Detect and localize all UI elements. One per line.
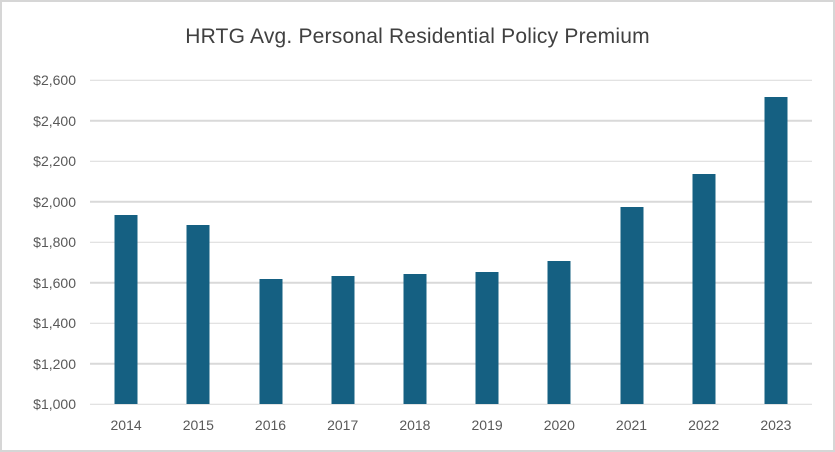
gridline <box>90 281 812 284</box>
x-axis: 2014 2015 2016 2017 2018 2019 2020 2021 2022 2023 <box>90 417 812 439</box>
chart-title: HRTG Avg. Personal Residential Policy Pr… <box>185 25 650 48</box>
bar-2015 <box>186 224 210 404</box>
bar-2021 <box>620 206 643 404</box>
gridline <box>90 200 812 203</box>
y-axis-label: $1,400 <box>33 315 76 331</box>
y-axis: $1,000 $1,200 $1,400 $1,600 $1,800 $2,000 $2,2… <box>2 73 76 411</box>
x-axis-label: 2023 <box>760 417 792 433</box>
bar-2019 <box>475 272 499 404</box>
x-axis-label: 2021 <box>615 417 648 433</box>
gridline <box>90 119 812 122</box>
y-axis-label: $2,000 <box>33 193 76 210</box>
bar-2022 <box>692 174 716 404</box>
gridline <box>90 403 812 405</box>
y-axis-label: $2,200 <box>33 153 76 169</box>
y-axis-label: $1,200 <box>33 355 76 372</box>
bar-2020 <box>547 261 571 404</box>
y-axis-label: $2,600 <box>33 72 76 88</box>
x-axis-label: 2017 <box>327 417 359 433</box>
x-axis-label: 2022 <box>688 417 720 433</box>
gridline <box>90 322 812 324</box>
bar-2014 <box>114 215 138 404</box>
gridline <box>90 160 812 162</box>
x-axis-label: 2016 <box>254 417 287 433</box>
x-axis-label: 2020 <box>543 417 575 433</box>
gridline <box>90 362 812 365</box>
plot-area <box>90 79 812 405</box>
y-axis-label: $2,400 <box>33 112 76 129</box>
gridline <box>90 241 812 243</box>
bar-2017 <box>331 276 355 404</box>
y-axis-label: $1,800 <box>33 234 76 250</box>
x-axis-label: 2015 <box>182 417 214 433</box>
y-axis-label: $1,600 <box>33 274 76 291</box>
x-axis-label: 2019 <box>471 417 503 433</box>
bar-2018 <box>403 274 427 404</box>
x-axis-label: 2018 <box>399 417 431 433</box>
bar-2016 <box>259 279 282 404</box>
y-axis-label: $1,000 <box>33 396 76 412</box>
bar-2023 <box>764 96 788 404</box>
gridline <box>90 79 812 81</box>
x-axis-label: 2014 <box>110 417 142 433</box>
